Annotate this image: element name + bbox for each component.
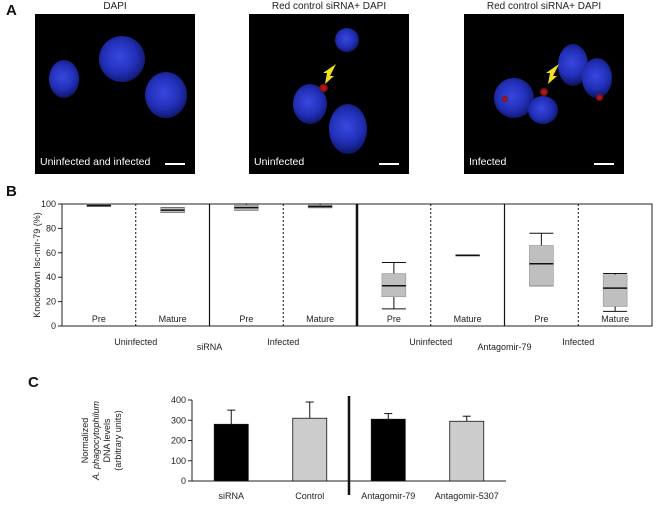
group-label: Uninfected [409,337,452,347]
y-tick-label: 400 [171,395,186,405]
image-3-title: Red control siRNA+ DAPI [486,1,602,12]
category-label: Mature [601,314,629,324]
red-sirna-signal [319,84,328,92]
category-label: Antagomir-79 [361,491,415,501]
box-iqr [529,245,554,286]
category-label: Pre [92,314,106,324]
red-sirna-signal [596,94,603,101]
category-label: Mature [454,314,482,324]
scale-bar [379,163,399,165]
y-axis-label-line: (arbitrary units) [113,410,123,471]
dna-levels-bar-chart: 0 100 200 300 400 Normalized A. phagocytophilu… [80,395,506,501]
nucleus [528,96,558,124]
category-label: Pre [387,314,401,324]
scale-bar [165,163,185,165]
category-label: Pre [239,314,253,324]
category-label: Mature [159,314,187,324]
y-tick-label: 100 [41,199,56,209]
nucleus [99,36,145,82]
yellow-arrow-icon [546,64,559,84]
y-tick-label: 0 [181,476,186,486]
nucleus [49,60,79,98]
box-iqr [602,274,628,307]
bar [370,418,406,482]
y-axis-label-line: Normalized [80,418,90,464]
category-label: Control [295,491,324,501]
red-sirna-signal [502,96,508,102]
bar [449,420,485,482]
group-label: Infected [267,337,299,347]
micrograph-dapi: Uninfected and infected [35,14,195,174]
micrograph-uninfected: Uninfected [249,14,409,174]
y-tick-label: 200 [171,436,186,446]
y-tick-label: 60 [46,248,56,258]
nucleus [329,104,367,154]
panel-b-label: B [6,183,17,200]
y-tick-label: 0 [51,321,56,331]
treatment-label: siRNA [197,342,223,352]
y-tick-label: 300 [171,415,186,425]
y-tick-label: 40 [46,272,56,282]
group-label: Uninfected [114,337,157,347]
bar [213,423,249,482]
group-label: Infected [562,337,594,347]
category-label: Pre [534,314,548,324]
treatment-label: Antagomir-79 [477,342,531,352]
nucleus [335,28,359,52]
panel-c-label: C [28,374,39,391]
category-label: Mature [306,314,334,324]
panel-a-label: A [6,2,17,19]
bar [292,417,328,482]
image-2-caption: Uninfected [254,156,305,168]
image-2-title: Red control siRNA+ DAPI [271,1,387,12]
y-tick-label: 20 [46,297,56,307]
y-axis-label-line: A. phagocytophilum [91,400,101,481]
scale-bar [594,163,614,165]
y-axis-label-line: DNA levels [102,418,112,463]
y-tick-label: 100 [171,456,186,466]
nucleus [582,58,612,98]
red-sirna-signal [540,88,548,96]
category-label: Antagomir-5307 [435,491,499,501]
image-3-caption: Infected [469,156,507,168]
image-1-caption: Uninfected and infected [40,156,151,168]
nucleus [494,78,534,118]
category-label: siRNA [218,491,244,501]
nucleus [145,72,187,118]
knockdown-boxplot: 0 20 40 60 80 100 Knockdown Isc-mir-79 (%) Pre M… [32,199,653,352]
y-tick-label: 80 [46,223,56,233]
micrograph-infected: Infected [464,14,624,174]
image-1-title: DAPI [103,1,127,12]
y-axis-label: Knockdown Isc-mir-79 (%) [32,212,42,318]
yellow-arrow-icon [323,64,336,84]
